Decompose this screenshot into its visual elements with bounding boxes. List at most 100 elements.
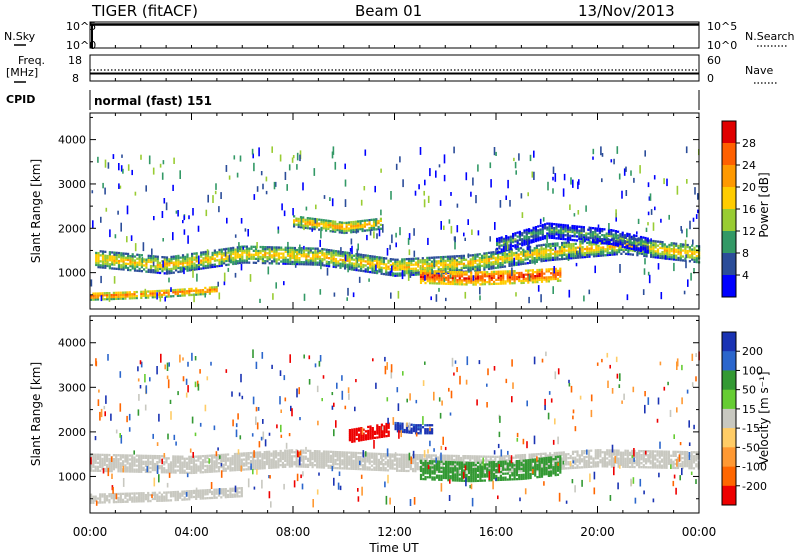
data-cell [435,262,438,265]
data-cell [124,252,127,255]
data-cell [204,266,207,270]
data-cell [168,260,171,263]
data-cell [407,457,410,461]
data-cell [377,227,380,231]
data-cell [370,226,373,229]
noise-cell [443,174,446,182]
data-cell [328,257,331,260]
data-cell [199,461,202,464]
data-cell [538,256,541,259]
data-cell [654,250,657,253]
data-cell [357,269,360,272]
data-cell [311,225,314,228]
data-cell [417,265,420,268]
data-cell [433,272,436,275]
data-cell [345,457,348,460]
data-cell [211,255,214,259]
data-cell [250,247,253,250]
data-cell [432,458,435,461]
data-cell [502,280,505,283]
noise-cell [494,222,496,230]
data-cell [614,234,617,237]
data-cell [364,456,367,459]
data-cell [313,456,316,459]
data-cell [492,251,495,254]
data-cell [510,252,513,255]
data-cell [354,461,358,465]
data-cell [163,463,166,466]
noise-cell [657,263,660,270]
data-cell [619,237,622,240]
data-cell [412,469,415,473]
data-cell [261,261,264,265]
data-cell [371,259,374,262]
data-cell [530,241,533,244]
data-cell [530,231,533,234]
data-cell [191,252,194,256]
data-cell [231,459,234,462]
data-cell [315,218,318,221]
data-cell [541,223,544,227]
data-cell [131,295,134,298]
data-cell [277,256,280,259]
noise-cell [382,224,384,233]
data-cell [127,252,130,256]
data-cell [494,256,497,259]
noise-cell [105,207,108,212]
data-cell [176,465,179,468]
data-cell [455,269,459,272]
data-cell [377,458,380,462]
data-cell [378,258,381,261]
data-cell [401,262,404,265]
data-cell [195,252,198,255]
data-cell [254,465,257,468]
data-cell [570,257,573,260]
data-cell [344,261,347,264]
data-cell [133,458,136,461]
data-cell [220,254,223,257]
data-cell [530,233,533,236]
data-cell [589,228,592,232]
data-cell [417,261,420,264]
data-cell [224,459,227,462]
data-cell [528,236,531,239]
data-cell [496,237,499,241]
data-cell [461,271,464,274]
data-cell [241,249,244,252]
data-cell [332,462,335,466]
data-cell [444,263,447,266]
data-cell [195,291,198,294]
data-cell [619,239,622,242]
data-cell [373,466,376,469]
data-cell [372,224,376,227]
data-cell [615,253,618,256]
noise-cell [552,166,555,174]
data-cell [469,457,472,460]
data-cell [366,270,369,273]
data-cell [192,289,195,292]
data-cell [549,252,552,256]
data-cell [628,237,631,240]
data-cell [533,247,536,250]
nsky-tick-bottom: 10^0 [66,39,96,52]
noise-cell [610,159,613,163]
data-cell [286,246,290,249]
data-cell [608,251,612,254]
data-cell [567,247,570,250]
data-cell [488,280,491,284]
data-cell [339,254,342,257]
data-cell [101,292,104,295]
data-cell [149,460,152,464]
data-cell [434,470,437,473]
data-cell [334,262,338,265]
data-cell [485,459,488,462]
data-cell [108,251,111,254]
data-cell [94,461,97,464]
data-cell [211,454,214,457]
data-cell [643,252,646,256]
data-cell [197,469,200,472]
data-cell [256,459,259,462]
data-cell [204,470,207,474]
data-cell [405,459,408,462]
data-cell [446,255,449,258]
